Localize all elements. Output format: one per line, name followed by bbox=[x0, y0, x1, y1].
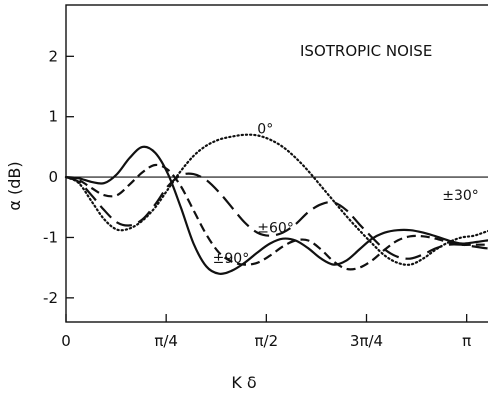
x-tick-label: π/2 bbox=[255, 332, 279, 350]
y-tick-label: 0 bbox=[48, 168, 58, 186]
series-label: ±90° bbox=[213, 251, 250, 267]
x-axis-label: K δ bbox=[231, 373, 256, 392]
y-tick-label: 1 bbox=[48, 108, 58, 126]
series-layer bbox=[64, 133, 488, 275]
x-tick-label: π/4 bbox=[154, 332, 178, 350]
series-label: ±60° bbox=[257, 221, 294, 237]
series-line bbox=[64, 145, 488, 275]
plot-frame bbox=[65, 4, 488, 323]
x-tick-label: 0 bbox=[61, 332, 71, 350]
y-axis-label: α (dB) bbox=[5, 161, 24, 210]
y-tick-label: 2 bbox=[48, 47, 58, 65]
ticks-layer: 0 π/4 π/2 3π/4 π 2 1 0 -1 -2 bbox=[43, 47, 471, 350]
series-line bbox=[65, 163, 488, 271]
x-tick-label: π bbox=[462, 332, 471, 350]
series-line bbox=[65, 172, 488, 260]
series-label: 0° bbox=[257, 122, 273, 138]
chart-title: ISOTROPIC NOISE bbox=[300, 42, 432, 60]
y-tick-label: -2 bbox=[43, 289, 58, 307]
series-label: ±30° bbox=[442, 188, 479, 204]
x-tick-label: 3π/4 bbox=[350, 332, 383, 350]
y-tick-label: -1 bbox=[43, 228, 58, 246]
series-labels-layer: 0° ±30° ±60° ±90° bbox=[213, 122, 479, 267]
series-line bbox=[64, 133, 488, 266]
